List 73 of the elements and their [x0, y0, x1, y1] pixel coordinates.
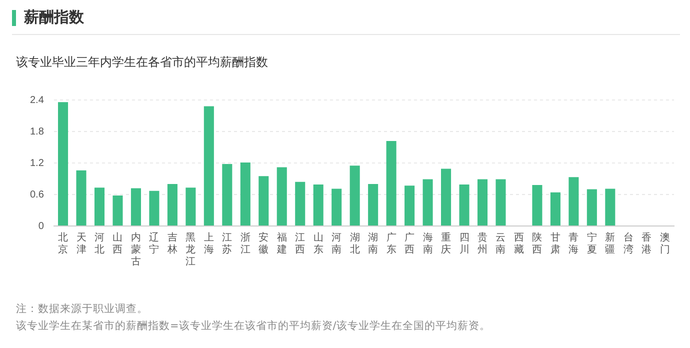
bar [477, 179, 488, 226]
bar [605, 188, 616, 226]
x-tick-label: 山西 [112, 232, 123, 256]
x-tick-label: 山东 [313, 232, 324, 256]
x-tick-label: 西藏 [514, 232, 524, 256]
bar [94, 188, 105, 226]
y-tick-label: 2.4 [30, 94, 44, 106]
x-tick-label: 内蒙古 [130, 232, 141, 268]
bar [149, 190, 160, 226]
x-tick-label: 天津 [76, 232, 86, 256]
x-tick-label: 安徽 [258, 232, 269, 256]
bar [422, 179, 433, 226]
x-tick-label: 浙江 [240, 232, 250, 256]
y-tick-label: 0.6 [30, 189, 44, 200]
x-tick-label: 广东 [386, 232, 396, 256]
x-tick-label: 上海 [204, 232, 214, 256]
x-tick-label: 北京 [58, 232, 68, 256]
bar [496, 179, 506, 226]
x-tick-label: 海南 [422, 232, 433, 256]
text: 该专业学生在某省市的薪酬指数=该专业学生在该省市的平均薪资/该专业学生在全国的平均薪资。 [16, 319, 490, 333]
bar [222, 164, 232, 226]
x-tick-label: 重庆 [441, 232, 452, 256]
bar [568, 177, 579, 226]
x-tick-label: 江苏 [222, 232, 232, 256]
text: 注：数据来源于职业调查。 [16, 302, 148, 316]
bar [368, 184, 378, 226]
x-tick-label: 澳门 [660, 232, 670, 256]
x-tick-label: 甘肃 [550, 232, 560, 256]
x-tick-label: 黑龙江 [186, 232, 196, 268]
bar [204, 106, 214, 226]
bar [550, 192, 560, 226]
x-tick-label: 河北 [94, 232, 104, 256]
x-tick-label: 台湾 [623, 232, 634, 256]
chart-subtitle: 该专业毕业三年内学生在各省市的平均薪酬指数 [16, 54, 268, 71]
bar [295, 182, 306, 226]
bar [130, 188, 141, 226]
x-tick-label: 宁夏 [586, 232, 597, 256]
bar [186, 188, 196, 226]
x-tick-label: 广西 [404, 232, 415, 256]
bar [112, 196, 123, 226]
x-tick-label: 新疆 [605, 232, 616, 256]
bar [586, 189, 597, 226]
bar [276, 167, 287, 226]
bar [58, 102, 68, 226]
x-tick-label: 云南 [496, 232, 506, 256]
x-tick-label: 陕西 [532, 232, 542, 256]
x-tick-label: 江西 [295, 232, 306, 256]
x-tick-label: 湖北 [350, 232, 360, 256]
bar [332, 188, 342, 226]
bar [404, 186, 415, 226]
bar [76, 170, 86, 226]
bar [386, 140, 396, 226]
x-tick-label: 湖南 [368, 232, 378, 256]
bar [532, 185, 542, 226]
x-tick-label: 吉林 [166, 232, 178, 256]
y-tick-label: 1.2 [30, 158, 44, 169]
chart-title: 薪酬指数 [24, 8, 84, 27]
bar [167, 184, 178, 226]
x-tick-label: 辽宁 [149, 232, 160, 256]
bar [313, 184, 324, 226]
bar [441, 168, 452, 226]
bar [350, 166, 360, 226]
y-tick-label: 0 [38, 220, 44, 232]
bar [240, 162, 250, 226]
bar [459, 184, 470, 226]
x-tick-label: 河南 [332, 232, 342, 256]
bar [258, 176, 269, 226]
x-tick-label: 福建 [276, 232, 287, 256]
y-tick-label: 1.8 [30, 126, 44, 138]
x-tick-label: 青海 [568, 232, 579, 256]
x-tick-label: 香港 [642, 232, 652, 256]
x-tick-label: 贵州 [478, 232, 488, 256]
x-tick-label: 四川 [459, 232, 470, 256]
